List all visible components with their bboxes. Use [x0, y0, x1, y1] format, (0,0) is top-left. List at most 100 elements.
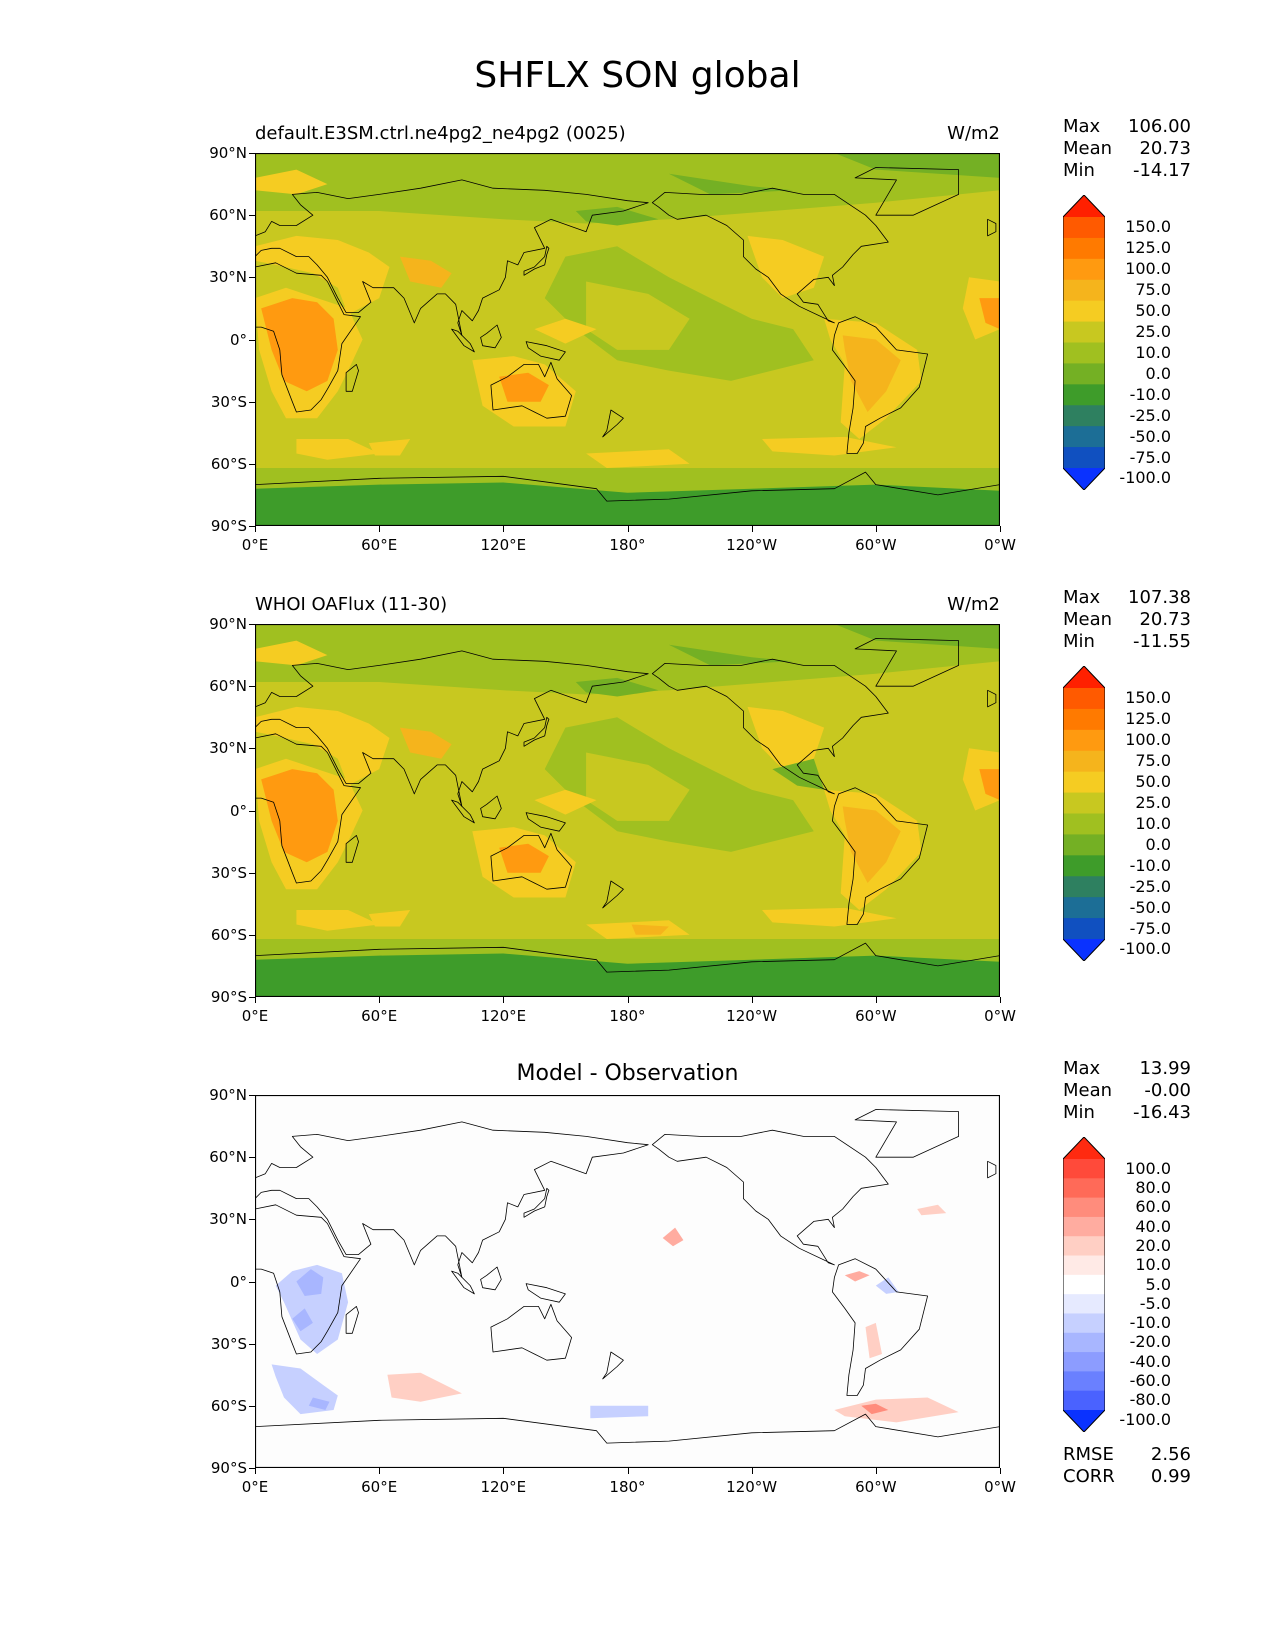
- colorbar-tick-label: -25.0: [1129, 876, 1171, 896]
- x-tick-label: 0°E: [241, 1478, 269, 1496]
- colorbar-bin: [1063, 405, 1105, 427]
- coastline-uk: [987, 689, 997, 708]
- colorbar-bin: [1063, 688, 1105, 710]
- x-tick-label: 60°E: [361, 1007, 398, 1025]
- y-tick-mark: [249, 748, 255, 750]
- coastline-samerica: [832, 1258, 928, 1396]
- contour-region: [255, 235, 390, 315]
- contour-region: [772, 758, 825, 790]
- contour-region: [296, 910, 380, 931]
- stat-label: CORR: [1063, 1466, 1115, 1487]
- y-tick-label: 90°N: [209, 1086, 247, 1104]
- x-tick-label: 60°W: [855, 1478, 897, 1496]
- x-tick-label: 0°E: [241, 1007, 269, 1025]
- colorbar-tick-label: 100.0: [1125, 730, 1171, 750]
- contour-region: [979, 769, 1000, 801]
- x-tick-label: 180°: [609, 536, 646, 554]
- x-tick-mark: [751, 526, 753, 532]
- colorbar-bin: [1063, 300, 1105, 323]
- colorbar-tick-label: 50.0: [1135, 301, 1171, 321]
- x-tick-label: 60°E: [361, 1478, 398, 1496]
- coastline-africa: [255, 733, 361, 884]
- colorbar-tick-label: -100.0: [1119, 468, 1171, 488]
- contour-region: [762, 907, 897, 927]
- y-tick-mark: [249, 1157, 255, 1159]
- contour-region: [399, 256, 452, 288]
- x-tick-mark: [379, 526, 381, 532]
- colorbar-extend-min: [1063, 468, 1105, 490]
- stat-row: RMSE 2.56: [1063, 1444, 1191, 1466]
- y-tick-label: 60°S: [210, 925, 247, 944]
- y-tick-label: 60°S: [210, 1396, 247, 1415]
- y-tick-mark: [249, 277, 255, 279]
- stat-label: Max: [1063, 1058, 1101, 1079]
- colorbar-bin: [1063, 1274, 1105, 1295]
- map-panel: [255, 153, 1000, 526]
- colorbar-tick-label: 0.0: [1145, 363, 1171, 383]
- y-tick-label: 90°N: [209, 615, 247, 633]
- contour-region: [399, 727, 452, 759]
- colorbar-bin: [1063, 217, 1105, 239]
- contour-region: [575, 206, 659, 226]
- colorbar-tick-label: -100.0: [1119, 1409, 1171, 1429]
- contour-region: [844, 1271, 870, 1282]
- contour-region: [662, 1227, 684, 1247]
- y-tick-label: 60°N: [209, 1148, 247, 1167]
- contour-region: [917, 1204, 947, 1216]
- colorbar-bin: [1063, 1332, 1105, 1353]
- stat-label: Mean: [1063, 1080, 1113, 1101]
- coastline-greenland: [854, 167, 959, 216]
- coastline-eurasia: [255, 1121, 649, 1278]
- x-tick-label: 120°W: [726, 1007, 778, 1025]
- x-tick-mark: [503, 997, 505, 1003]
- x-tick-label: 60°W: [855, 1007, 897, 1025]
- coastline-eurasia: [255, 650, 649, 807]
- colorbar-tick-label: -10.0: [1129, 855, 1171, 875]
- colorbar-tick-label: -75.0: [1129, 447, 1171, 467]
- colorbar-bin: [1063, 1371, 1105, 1392]
- colorbar-tick-label: 100.0: [1125, 1158, 1171, 1178]
- stat-label: Min: [1063, 631, 1095, 652]
- colorbar-extend-max: [1063, 666, 1105, 688]
- map-svg: [255, 153, 1000, 526]
- colorbar-tick-label: 25.0: [1135, 793, 1171, 813]
- stat-row: Max 13.99: [1063, 1058, 1191, 1080]
- coastline-sumatra: [451, 1270, 475, 1295]
- colorbar-svg: [1062, 1136, 1106, 1433]
- contour-region: [255, 169, 328, 195]
- y-tick-mark: [249, 401, 255, 403]
- y-tick-mark: [249, 1095, 255, 1096]
- y-tick-label: 0°: [229, 330, 247, 349]
- colorbar-bin: [1063, 447, 1105, 469]
- map-frame: [255, 1095, 1000, 1468]
- x-tick-mark: [751, 1468, 753, 1474]
- colorbar: [1062, 1136, 1106, 1433]
- contour-region: [668, 644, 794, 666]
- coastline-australia: [490, 832, 573, 890]
- contour-region: [586, 449, 690, 468]
- coastline-africa: [255, 1204, 361, 1355]
- stat-label: Mean: [1063, 138, 1113, 159]
- colorbar-bin: [1063, 1159, 1105, 1179]
- contour-region: [499, 372, 549, 402]
- x-tick-label: 180°: [609, 1007, 646, 1025]
- y-tick-label: 90°N: [209, 144, 247, 162]
- colorbar-bin: [1063, 237, 1105, 260]
- coastline-antarctica: [255, 942, 1000, 997]
- map-svg: [255, 1095, 1000, 1468]
- colorbar-bin: [1063, 363, 1105, 385]
- contour-region: [255, 953, 1000, 997]
- colorbar: [1062, 665, 1106, 962]
- coastline-australia: [490, 361, 573, 419]
- stat-label: RMSE: [1063, 1444, 1114, 1465]
- colorbar-tick-label: 100.0: [1125, 259, 1171, 279]
- coastline-greenland: [854, 638, 959, 687]
- x-tick-mark: [875, 526, 877, 532]
- coastline-namerica: [651, 658, 889, 795]
- colorbar-tick-label: 5.0: [1145, 1274, 1171, 1294]
- stat-value: 0.99: [1150, 1466, 1191, 1487]
- colorbar-svg: [1062, 194, 1106, 491]
- colorbar-bin: [1063, 750, 1105, 773]
- x-tick-mark: [875, 1468, 877, 1474]
- coastline-borneo: [480, 1266, 502, 1291]
